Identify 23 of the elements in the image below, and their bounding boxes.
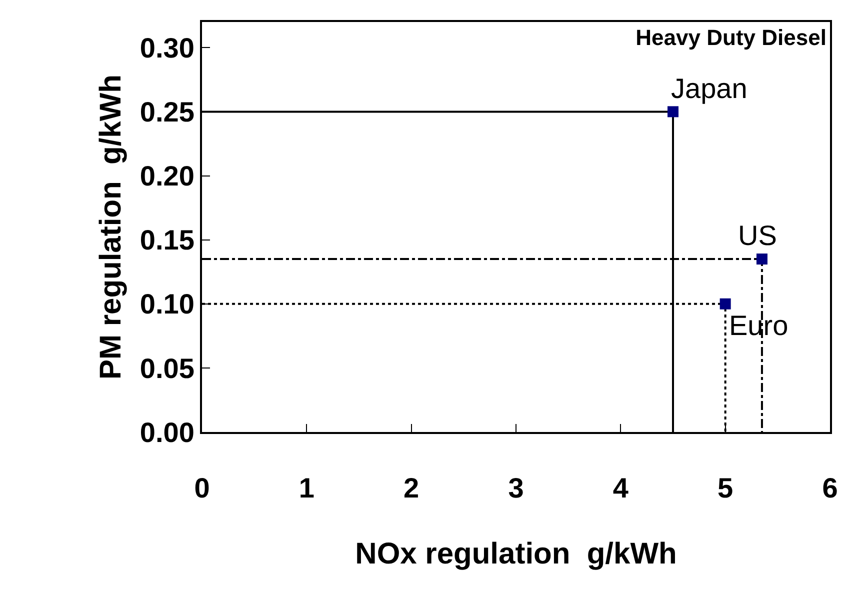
x-tick-label: 2 (404, 472, 420, 504)
point (756, 254, 768, 265)
y-tick-label: 0.20 (140, 160, 194, 192)
point (668, 106, 678, 118)
x-tick-label: 6 (822, 472, 838, 504)
y-tick-label: 0.30 (140, 32, 194, 64)
x-tick-label: 3 (508, 472, 524, 504)
y-tick-label: 0.05 (140, 352, 194, 384)
annotation: US (738, 220, 777, 251)
chart-title: Heavy Duty Diesel (636, 24, 826, 50)
x-tick-label: 1 (298, 472, 314, 504)
y-tick-label: 0.00 (140, 416, 194, 448)
x-tick-label: 4 (612, 472, 629, 504)
point (720, 298, 731, 310)
x-tick-label: 0 (194, 472, 210, 504)
annotation: Euro (729, 310, 788, 341)
y-axis-title: PM regulation g/kWh (94, 74, 128, 380)
y-tick-label: 0.15 (140, 224, 194, 256)
x-tick-label: 5 (718, 472, 734, 504)
y-tick-label: 0.25 (140, 96, 194, 128)
annotation: Japan (671, 73, 748, 104)
x-axis-title: NOx regulation g/kWh (355, 538, 677, 571)
y-tick-label: 0.10 (140, 288, 194, 320)
